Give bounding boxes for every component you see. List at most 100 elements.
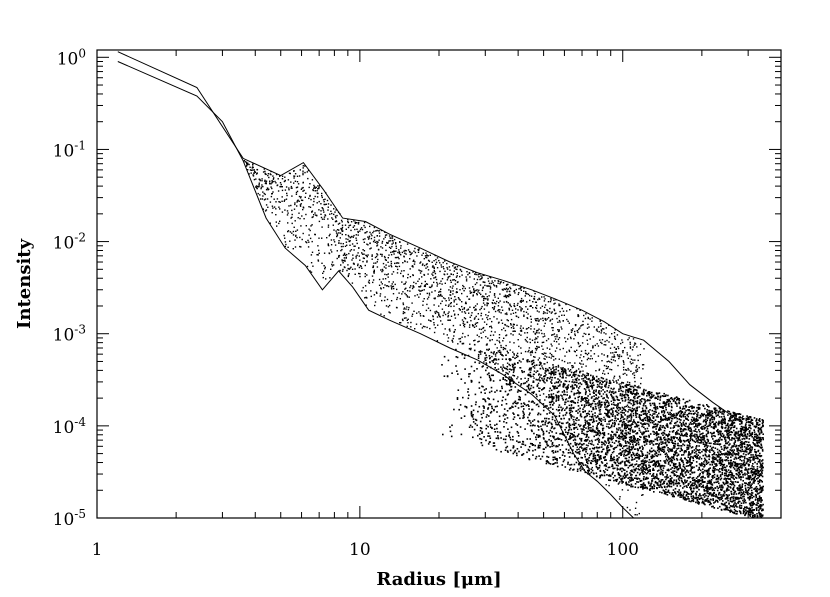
data-point — [414, 295, 416, 297]
data-point — [717, 469, 720, 471]
data-point — [373, 270, 375, 273]
data-point — [626, 506, 629, 509]
data-point — [719, 443, 722, 445]
data-point — [465, 280, 468, 282]
data-point — [514, 284, 516, 286]
data-point — [327, 206, 329, 208]
data-point — [590, 397, 593, 399]
data-point — [739, 423, 741, 425]
data-point — [593, 389, 595, 392]
data-point — [494, 353, 497, 355]
data-point — [577, 341, 579, 344]
data-point — [412, 274, 414, 277]
data-point — [632, 412, 635, 415]
data-point — [450, 273, 452, 275]
data-point — [423, 258, 425, 260]
data-point — [372, 231, 374, 234]
data-point — [586, 435, 588, 437]
data-point — [474, 309, 476, 311]
data-point — [392, 293, 395, 295]
data-point — [533, 356, 535, 358]
data-point — [634, 438, 636, 440]
data-point — [536, 332, 538, 334]
data-point — [720, 430, 722, 433]
data-point — [489, 291, 491, 293]
data-point — [598, 451, 600, 453]
data-point — [519, 417, 521, 420]
data-point — [590, 460, 593, 462]
data-point — [364, 275, 366, 278]
data-point — [404, 249, 406, 252]
data-point — [681, 473, 684, 476]
data-point — [418, 311, 420, 313]
data-point — [733, 433, 736, 436]
data-point — [622, 418, 625, 421]
data-point — [478, 292, 481, 294]
data-point — [416, 255, 418, 257]
data-point — [485, 416, 488, 418]
data-point — [605, 442, 608, 444]
data-point — [610, 424, 613, 427]
data-point — [635, 463, 638, 465]
data-point — [557, 396, 560, 399]
data-point — [347, 275, 349, 278]
data-point — [487, 318, 489, 321]
data-point — [607, 446, 610, 449]
data-point — [635, 369, 637, 371]
data-point — [333, 241, 336, 243]
data-point — [688, 406, 690, 408]
data-point — [608, 404, 610, 406]
data-point — [464, 312, 467, 314]
data-point — [301, 238, 303, 241]
data-point — [574, 330, 576, 333]
data-point — [671, 406, 673, 409]
data-point — [439, 316, 441, 318]
data-point — [705, 489, 707, 492]
data-point — [289, 240, 291, 242]
data-point — [599, 392, 601, 395]
data-point — [535, 455, 538, 458]
data-point — [733, 478, 735, 480]
data-point — [632, 402, 635, 404]
data-point — [267, 206, 269, 208]
data-point — [604, 406, 606, 408]
data-point — [629, 470, 632, 472]
data-point — [448, 311, 450, 313]
data-point — [428, 294, 431, 296]
data-point — [503, 347, 506, 350]
data-point — [640, 431, 642, 433]
data-point — [259, 194, 261, 196]
data-point — [497, 363, 499, 365]
data-point — [562, 386, 565, 388]
data-point — [548, 356, 550, 358]
data-point — [628, 447, 630, 449]
data-point — [359, 228, 362, 230]
data-point — [321, 262, 323, 264]
data-point — [703, 463, 705, 466]
data-point — [345, 241, 348, 243]
data-point — [612, 352, 614, 354]
data-point — [248, 163, 250, 166]
data-point — [759, 428, 762, 431]
data-point — [691, 491, 694, 494]
data-point — [296, 201, 298, 203]
data-point — [445, 300, 447, 302]
data-point — [463, 307, 466, 309]
data-point — [749, 426, 751, 429]
data-point — [454, 279, 457, 282]
data-point — [302, 170, 304, 172]
data-point — [330, 244, 333, 246]
data-point — [541, 353, 543, 355]
data-point — [536, 320, 538, 322]
data-point — [571, 367, 574, 369]
data-point — [532, 391, 534, 394]
data-point — [683, 485, 686, 488]
data-point — [738, 475, 740, 478]
data-point — [745, 428, 748, 430]
data-point — [570, 415, 572, 418]
data-point — [363, 221, 366, 224]
data-point — [330, 210, 332, 212]
data-point — [320, 216, 323, 219]
data-point — [351, 259, 353, 261]
data-point — [555, 400, 557, 402]
